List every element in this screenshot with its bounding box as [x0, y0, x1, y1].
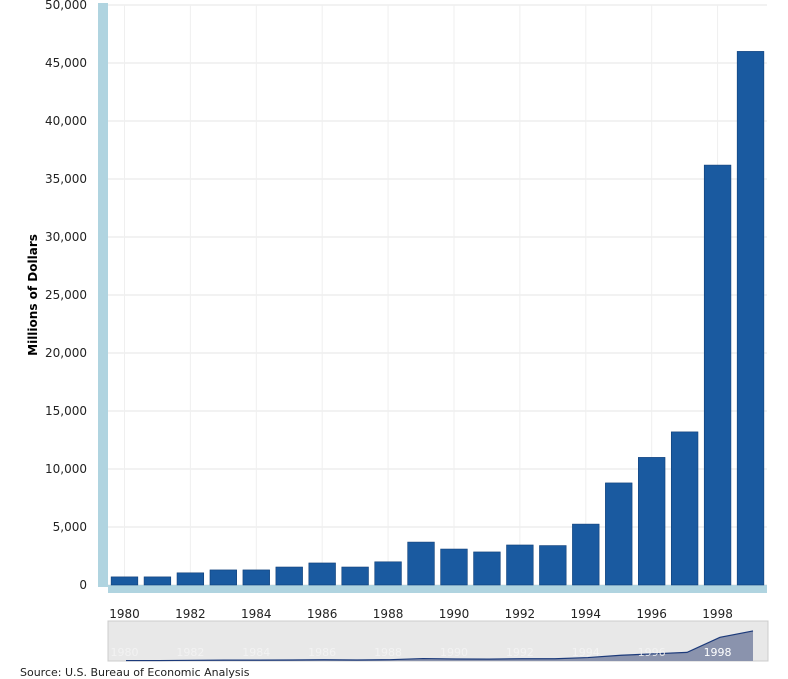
y-axis-accent-bar — [98, 3, 108, 587]
y-tick-label: 50,000 — [45, 0, 87, 12]
x-tick-label: 1982 — [175, 607, 206, 621]
source-note: Source: U.S. Bureau of Economic Analysis — [20, 666, 250, 679]
x-tick-label: 1992 — [505, 607, 536, 621]
navigator-label: 1982 — [176, 646, 204, 659]
y-tick-label: 10,000 — [45, 462, 87, 476]
bar-1988[interactable] — [374, 561, 402, 586]
bar-1997[interactable] — [670, 431, 699, 586]
y-tick-label: 15,000 — [45, 404, 87, 418]
x-axis-accent-bar — [108, 585, 767, 593]
x-tick-label: 1988 — [373, 607, 404, 621]
x-tick-label: 1994 — [571, 607, 602, 621]
y-tick-label: 40,000 — [45, 114, 87, 128]
y-tick-label: 45,000 — [45, 56, 87, 70]
navigator-line — [126, 630, 754, 662]
x-tick-label: 1986 — [307, 607, 338, 621]
navigator-label: 1996 — [638, 646, 666, 659]
y-tick-label: 0 — [79, 578, 87, 592]
bar-1995[interactable] — [605, 482, 633, 586]
bars — [110, 51, 765, 586]
bar-1982[interactable] — [176, 572, 205, 586]
x-tick-label: 1990 — [439, 607, 470, 621]
y-tick-label: 30,000 — [45, 230, 87, 244]
navigator-label: 1992 — [506, 646, 534, 659]
navigator-labels: 1980 1982 1984 1986 1988 1990 1992 1994 1996 1998 — [110, 646, 731, 659]
bar-1984[interactable] — [242, 569, 270, 586]
y-tick-labels: 0 5,000 10,000 15,000 20,000 25,000 30,000 35,0… — [45, 0, 87, 592]
navigator-label: 1998 — [704, 646, 732, 659]
bar-1999[interactable] — [736, 51, 765, 586]
bar-1993[interactable] — [539, 545, 567, 586]
bar-1980[interactable] — [110, 576, 139, 586]
y-axis-title: Millions of Dollars — [26, 234, 40, 356]
x-tick-labels: 1980 1982 1984 1986 1988 1990 1992 1994 1996 1998 — [109, 607, 733, 621]
y-tick-label: 25,000 — [45, 288, 87, 302]
bar-1985[interactable] — [275, 566, 303, 586]
bar-1991[interactable] — [473, 551, 501, 586]
navigator-series — [126, 630, 754, 662]
navigator-label: 1994 — [572, 646, 600, 659]
navigator-area — [126, 630, 753, 661]
x-tick-label: 1980 — [109, 607, 140, 621]
navigator-label: 1988 — [374, 646, 402, 659]
bar-1981[interactable] — [143, 576, 172, 586]
x-tick-label: 1984 — [241, 607, 272, 621]
navigator-label: 1990 — [440, 646, 468, 659]
bar-1994[interactable] — [572, 523, 600, 586]
bar-1983[interactable] — [209, 569, 237, 586]
bar-1989[interactable] — [407, 541, 435, 586]
bar-1992[interactable] — [506, 544, 534, 586]
y-tick-label: 5,000 — [53, 520, 87, 534]
navigator-label: 1980 — [110, 646, 138, 659]
bar-1990[interactable] — [440, 548, 468, 586]
y-tick-label: 20,000 — [45, 346, 87, 360]
navigator[interactable]: 1980 1982 1984 1986 1988 1990 1992 1994 1996 1998 — [107, 620, 769, 662]
grid-lines — [108, 4, 767, 586]
navigator-label: 1984 — [242, 646, 270, 659]
bar-1998[interactable] — [703, 164, 732, 586]
x-tick-label: 1996 — [636, 607, 667, 621]
bar-1986[interactable] — [308, 562, 336, 586]
y-tick-label: 35,000 — [45, 172, 87, 186]
x-tick-label: 1998 — [702, 607, 733, 621]
bar-1996[interactable] — [638, 457, 666, 586]
bar-1987[interactable] — [341, 566, 369, 586]
navigator-label: 1986 — [308, 646, 336, 659]
